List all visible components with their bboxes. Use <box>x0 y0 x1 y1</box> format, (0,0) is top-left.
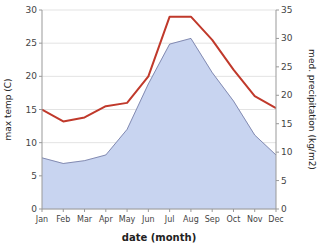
y2-tick-label: 35 <box>281 5 292 15</box>
y-tick-label: 25 <box>26 38 37 48</box>
y-tick <box>39 142 42 143</box>
x-label: date (month) <box>122 232 196 243</box>
x-axis-line <box>42 209 276 210</box>
y-tick-label: 10 <box>26 138 38 148</box>
x-tick-label: Sep <box>205 215 220 224</box>
x-tick <box>127 209 128 212</box>
x-tick-label: Nov <box>247 215 263 224</box>
x-tick <box>190 209 191 212</box>
x-tick <box>84 209 85 212</box>
y2-tick-label: 5 <box>281 176 287 186</box>
x-tick <box>212 209 213 212</box>
y2-tick-label: 25 <box>281 62 292 72</box>
y2-tick <box>276 152 279 153</box>
x-tick <box>148 209 149 212</box>
x-tick-label: Mar <box>77 215 93 224</box>
y2-tick <box>276 95 279 96</box>
y-tick-label: 15 <box>26 105 37 115</box>
y-tick <box>39 175 42 176</box>
y-tick-label: 30 <box>26 5 38 15</box>
y2-tick <box>276 38 279 39</box>
y2-tick <box>276 180 279 181</box>
x-tick <box>169 209 170 212</box>
y2-tick-label: 15 <box>281 119 292 129</box>
x-tick-label: Dec <box>268 215 283 224</box>
x-tick-label: Apr <box>99 215 114 224</box>
x-tick <box>63 209 64 212</box>
y-tick <box>39 209 42 210</box>
grid-line <box>42 209 276 210</box>
x-tick <box>233 209 234 212</box>
grid-line <box>42 10 276 11</box>
precip-area <box>42 38 276 209</box>
y-tick-label: 5 <box>31 171 37 181</box>
y-tick-label: 20 <box>26 71 38 81</box>
y-tick-label: 0 <box>31 204 37 214</box>
x-tick-label: Jun <box>141 215 155 224</box>
x-tick-label: May <box>119 215 136 224</box>
temp-line <box>42 17 276 122</box>
y-tick <box>39 76 42 77</box>
x-tick-label: Jan <box>35 215 48 224</box>
y2-tick-label: 30 <box>281 33 293 43</box>
x-tick-label: Aug <box>183 215 199 224</box>
x-tick-label: Oct <box>227 215 241 224</box>
y2-tick-label: 0 <box>281 204 287 214</box>
y-tick <box>39 10 42 11</box>
y-label: max temp (C) <box>3 78 13 140</box>
axes: JanFebMarAprMayJunJulAugSepOctNovDec0510… <box>26 5 293 224</box>
x-tick-label: Jul <box>164 215 175 224</box>
y2-tick-label: 10 <box>281 147 293 157</box>
y2-tick <box>276 123 279 124</box>
y2-tick <box>276 209 279 210</box>
y2-tick <box>276 66 279 67</box>
y-tick <box>39 109 42 110</box>
plot-area <box>42 17 276 209</box>
y2-tick-label: 20 <box>281 90 293 100</box>
x-tick-label: Feb <box>56 215 70 224</box>
y2-tick <box>276 10 279 11</box>
x-tick <box>105 209 106 212</box>
y2-axis-line <box>276 10 277 209</box>
y-tick <box>39 43 42 44</box>
precip-edge <box>42 38 276 163</box>
grid <box>42 10 276 209</box>
chart: JanFebMarAprMayJunJulAugSepOctNovDec0510… <box>0 0 318 247</box>
y2-label: med. precipitation (kg/m2) <box>307 49 317 170</box>
x-tick <box>254 209 255 212</box>
